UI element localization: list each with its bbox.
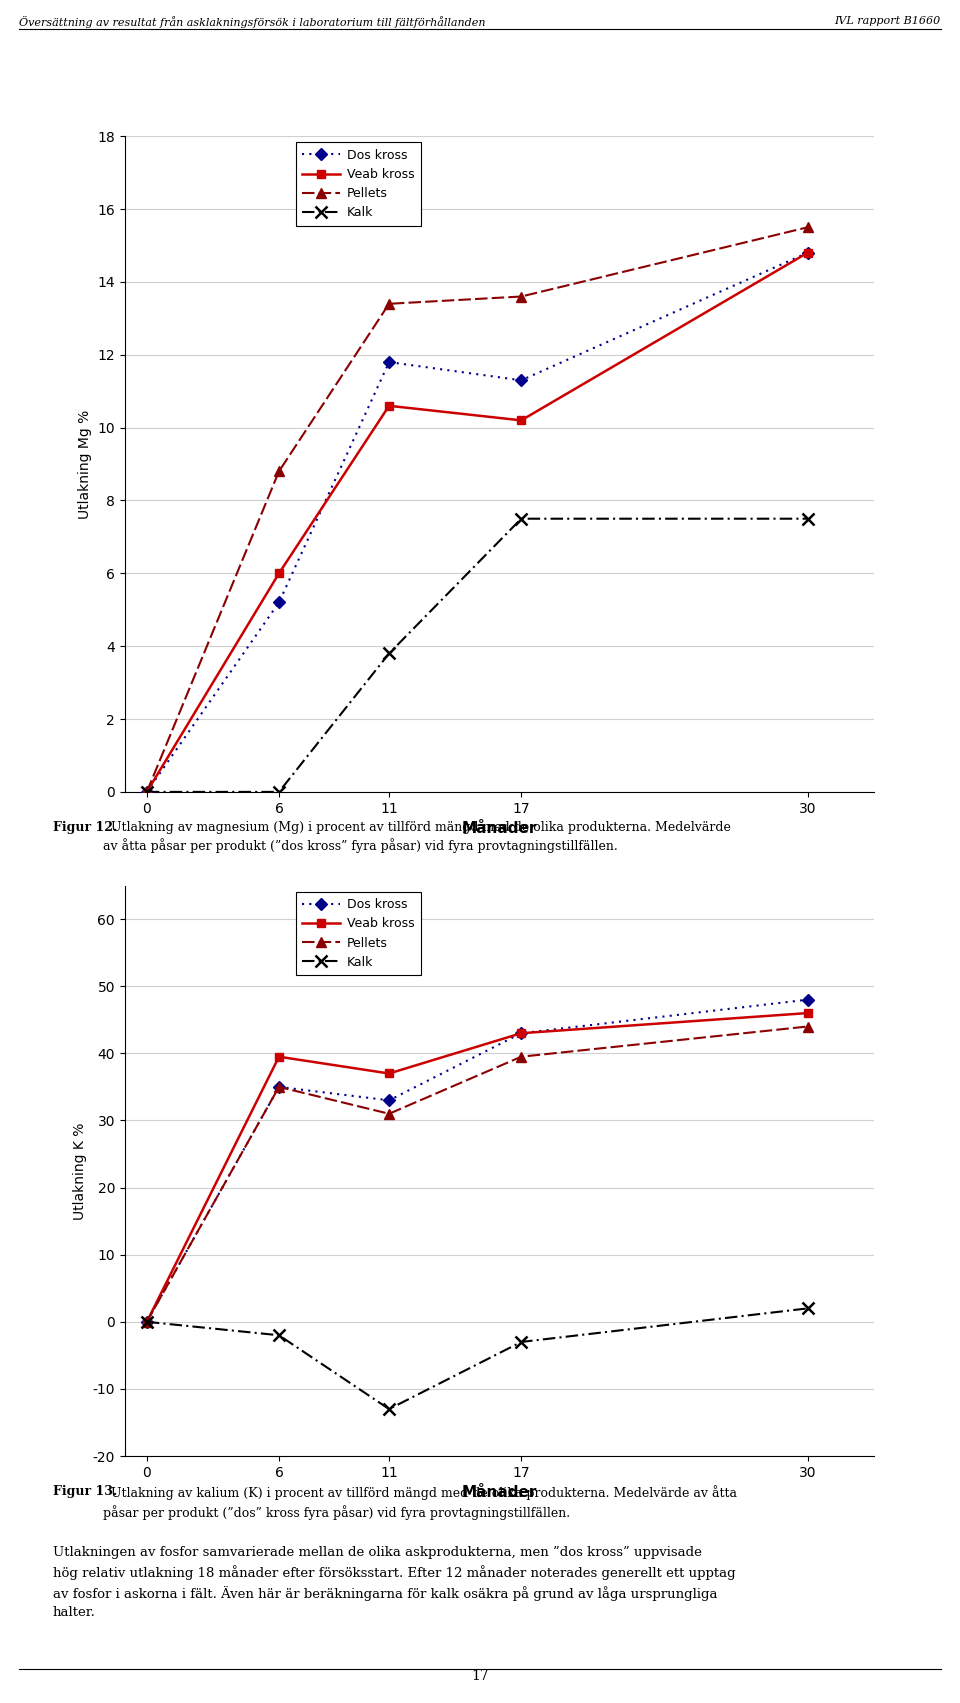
Veab kross [802, 1003, 813, 1024]
Text: 17: 17 [471, 1669, 489, 1683]
Y-axis label: Utlakning Mg %: Utlakning Mg % [78, 409, 92, 519]
Text: Utlakningen av fosfor samvarierade mellan de olika askprodukterna, men ”dos kros: Utlakningen av fosfor samvarierade mella… [53, 1546, 735, 1620]
Kalk [516, 1332, 527, 1352]
Veab kross [274, 1046, 285, 1066]
Dos kross [274, 593, 285, 613]
Kalk [274, 782, 285, 802]
Text: IVL rapport B1660: IVL rapport B1660 [834, 17, 941, 26]
Text: Utlakning av magnesium (Mg) i procent av tillförd mängd med de olika produkterna: Utlakning av magnesium (Mg) i procent av… [103, 821, 731, 853]
Pellets [802, 1017, 813, 1037]
Text: Figur 13.: Figur 13. [53, 1485, 117, 1499]
Pellets [802, 216, 813, 237]
Pellets [516, 286, 527, 307]
Line: Dos kross: Dos kross [143, 249, 812, 795]
Veab kross [516, 1024, 527, 1044]
Kalk [802, 509, 813, 530]
Line: Veab kross: Veab kross [143, 1008, 812, 1327]
Dos kross [274, 1076, 285, 1097]
Dos kross [383, 353, 395, 373]
Pellets [141, 782, 153, 802]
Veab kross [516, 410, 527, 431]
Kalk [516, 509, 527, 530]
Pellets [383, 293, 395, 313]
Y-axis label: Utlakning K %: Utlakning K % [73, 1122, 87, 1219]
Veab kross [274, 564, 285, 584]
X-axis label: Månader: Månader [462, 821, 537, 836]
Pellets [141, 1311, 153, 1332]
Kalk [802, 1298, 813, 1318]
Veab kross [141, 1311, 153, 1332]
Line: Pellets: Pellets [142, 223, 812, 797]
Line: Veab kross: Veab kross [143, 249, 812, 795]
Dos kross [516, 370, 527, 390]
Veab kross [383, 395, 395, 416]
Dos kross [802, 242, 813, 262]
Kalk [383, 1398, 395, 1419]
Text: Översättning av resultat från asklakningsförsök i laboratorium till fältförhålla: Översättning av resultat från asklakning… [19, 17, 486, 29]
Dos kross [516, 1024, 527, 1044]
Text: Utlakning av kalium (K) i procent av tillförd mängd med de olika produkterna. Me: Utlakning av kalium (K) i procent av til… [103, 1485, 736, 1519]
Pellets [274, 462, 285, 482]
Dos kross [383, 1090, 395, 1110]
Kalk [383, 644, 395, 664]
Dos kross [141, 1311, 153, 1332]
Line: Pellets: Pellets [142, 1022, 812, 1327]
Line: Kalk: Kalk [141, 513, 813, 797]
Legend: Dos kross, Veab kross, Pellets, Kalk: Dos kross, Veab kross, Pellets, Kalk [296, 892, 420, 976]
Line: Kalk: Kalk [141, 1303, 813, 1415]
Kalk [274, 1325, 285, 1345]
Veab kross [383, 1063, 395, 1083]
Veab kross [802, 242, 813, 262]
Pellets [274, 1076, 285, 1097]
Text: Figur 12.: Figur 12. [53, 821, 117, 834]
Kalk [141, 1311, 153, 1332]
Legend: Dos kross, Veab kross, Pellets, Kalk: Dos kross, Veab kross, Pellets, Kalk [296, 143, 420, 226]
Pellets [383, 1104, 395, 1124]
Pellets [516, 1046, 527, 1066]
Kalk [141, 782, 153, 802]
X-axis label: Månader: Månader [462, 1485, 537, 1500]
Dos kross [802, 989, 813, 1010]
Line: Dos kross: Dos kross [143, 996, 812, 1327]
Dos kross [141, 782, 153, 802]
Veab kross [141, 782, 153, 802]
